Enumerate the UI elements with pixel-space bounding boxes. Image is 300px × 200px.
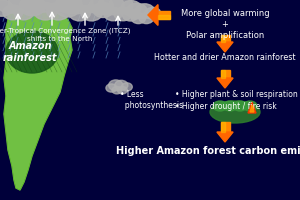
Ellipse shape (109, 0, 133, 14)
Ellipse shape (233, 101, 247, 111)
Ellipse shape (69, 5, 90, 21)
Ellipse shape (75, 0, 104, 13)
Bar (220, 70, 230, 78)
Ellipse shape (40, 0, 71, 11)
Ellipse shape (106, 84, 117, 92)
Bar (220, 35, 225, 42)
Ellipse shape (47, 2, 70, 20)
Ellipse shape (109, 80, 123, 91)
Ellipse shape (81, 5, 102, 21)
Ellipse shape (118, 86, 128, 94)
Polygon shape (250, 105, 254, 112)
Bar (220, 122, 230, 132)
Polygon shape (4, 8, 72, 190)
Ellipse shape (61, 0, 93, 14)
Text: Hotter and drier Amazon rainforest: Hotter and drier Amazon rainforest (154, 53, 296, 62)
Ellipse shape (223, 101, 237, 111)
Bar (158, 15, 170, 19)
Text: More global warming
+
Polar amplification: More global warming + Polar amplificatio… (181, 9, 269, 40)
Polygon shape (217, 42, 233, 52)
Polygon shape (217, 132, 233, 142)
Ellipse shape (122, 9, 138, 21)
Bar (220, 35, 230, 42)
Ellipse shape (6, 31, 58, 73)
Ellipse shape (145, 7, 161, 19)
Ellipse shape (3, 5, 23, 20)
Ellipse shape (0, 0, 25, 13)
Ellipse shape (131, 13, 146, 24)
Text: Inter-Tropical Convergence Zone (ITCZ)
shifts to the North: Inter-Tropical Convergence Zone (ITCZ) s… (0, 28, 130, 42)
Bar (220, 70, 225, 78)
Ellipse shape (0, 0, 13, 16)
Ellipse shape (114, 7, 132, 21)
Ellipse shape (26, 0, 60, 12)
Ellipse shape (210, 101, 260, 123)
Ellipse shape (121, 0, 141, 16)
Ellipse shape (243, 101, 257, 111)
Ellipse shape (98, 0, 124, 15)
Polygon shape (248, 102, 256, 113)
Polygon shape (148, 5, 158, 25)
Ellipse shape (112, 86, 122, 94)
Bar (220, 122, 225, 132)
Ellipse shape (20, 0, 45, 16)
Ellipse shape (93, 2, 113, 18)
Ellipse shape (22, 0, 44, 14)
Ellipse shape (56, 0, 82, 13)
Ellipse shape (89, 0, 113, 15)
Ellipse shape (115, 80, 128, 90)
Ellipse shape (14, 5, 34, 20)
Ellipse shape (135, 4, 154, 18)
Ellipse shape (139, 13, 154, 24)
Text: • Higher plant & soil respiration
• Higher drought / fire risk: • Higher plant & soil respiration • High… (175, 90, 298, 111)
Ellipse shape (213, 101, 227, 111)
Bar (158, 11, 170, 19)
Polygon shape (217, 78, 233, 88)
Text: Amazon
rainforest: Amazon rainforest (3, 41, 57, 63)
Ellipse shape (8, 0, 35, 12)
Ellipse shape (121, 83, 132, 91)
Text: • Less
  photosynthesis: • Less photosynthesis (120, 90, 183, 110)
Ellipse shape (126, 3, 147, 19)
Ellipse shape (56, 0, 80, 17)
Ellipse shape (34, 2, 57, 20)
Ellipse shape (104, 7, 122, 21)
Text: Higher Amazon forest carbon emissions: Higher Amazon forest carbon emissions (116, 146, 300, 156)
